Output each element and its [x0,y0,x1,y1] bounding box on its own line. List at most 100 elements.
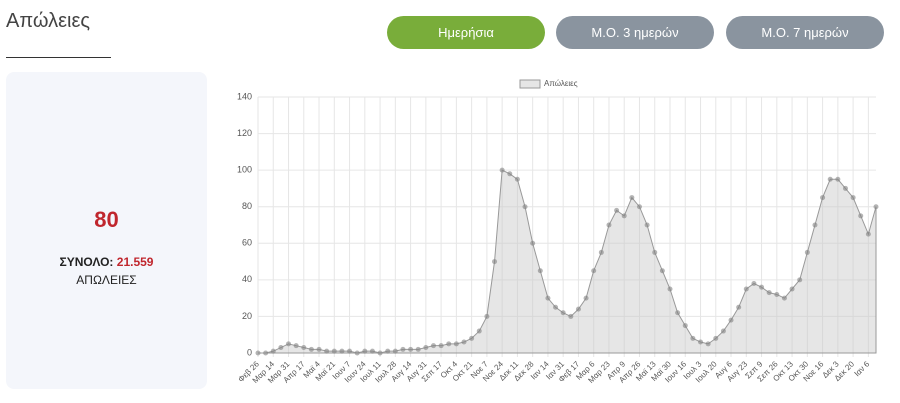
y-tick-label: 60 [242,238,252,248]
legend-swatch [519,79,541,89]
point [545,295,551,301]
legend-label: Απώλειες [544,79,578,88]
point [293,343,299,349]
title-underline [6,57,111,58]
total-label: ΣΥΝΟΛΟ: [59,255,114,269]
point [278,345,284,351]
point [400,346,406,352]
y-tick-label: 40 [242,274,252,284]
page-title: Απώλειες [6,10,91,32]
y-tick-label: 100 [237,165,252,175]
point [347,348,353,354]
point [430,343,436,349]
point [698,339,704,345]
point [781,295,787,301]
point [476,328,482,334]
point [499,167,505,173]
area [258,169,877,354]
point [385,348,391,354]
point [713,335,719,341]
point [484,313,490,319]
point [392,348,398,354]
point [507,171,513,177]
point [636,204,642,210]
point [286,341,292,347]
point [438,343,444,349]
point [652,249,658,255]
point [797,277,803,283]
y-tick-label: 80 [242,201,252,211]
point [865,231,871,237]
point [629,195,635,201]
point [598,249,604,255]
point [469,335,475,341]
y-tick-label: 0 [247,347,252,357]
point [362,348,368,354]
point [644,222,650,228]
unit-label: ΑΠΩΛΕΙΕΣ [76,273,137,287]
point [568,313,574,319]
point [690,335,696,341]
point [728,317,734,323]
point [339,348,345,354]
point [743,286,749,292]
point [301,345,307,351]
point [308,346,314,352]
point [766,290,772,296]
summary-card: 80 ΣΥΝΟΛΟ: 21.559 ΑΠΩΛΕΙΕΣ [6,72,207,389]
point [789,286,795,292]
point [751,281,757,287]
point [804,249,810,255]
point [408,346,414,352]
point [682,323,688,329]
avg3-button[interactable]: Μ.Ο. 3 ημερών [556,16,714,49]
point [659,268,665,274]
point [263,350,269,356]
point [736,304,742,310]
point [522,204,528,210]
point [553,304,559,310]
point [324,348,330,354]
point [492,259,498,265]
point [354,350,360,356]
point [270,348,276,354]
avg7-button[interactable]: Μ.Ο. 7 ημερών [726,16,884,49]
point [614,207,620,213]
total-line: ΣΥΝΟΛΟ: 21.559 [6,255,207,269]
point [591,268,597,274]
point [667,286,673,292]
point [835,176,841,182]
x-tick-label: Ιαν 6 [853,359,872,378]
point [461,339,467,345]
point [446,341,452,347]
point [850,195,856,201]
point [858,213,864,219]
point [820,195,826,201]
y-tick-label: 140 [237,91,252,101]
point [842,185,848,191]
point [331,348,337,354]
point [575,306,581,312]
point [453,341,459,347]
point [369,348,375,354]
y-tick-label: 20 [242,311,252,321]
point [705,341,711,347]
point [720,328,726,334]
point [423,345,429,351]
point [514,176,520,182]
total-value: 21.559 [116,255,154,269]
point [583,295,589,301]
point [827,176,833,182]
point [759,284,765,290]
today-value: 80 [94,207,119,232]
y-tick-label: 120 [237,128,252,138]
point [255,350,261,356]
point [812,222,818,228]
point [530,240,536,246]
daily-button[interactable]: Ημερήσια [387,16,545,49]
point [606,222,612,228]
point [774,291,780,297]
point [873,204,879,210]
